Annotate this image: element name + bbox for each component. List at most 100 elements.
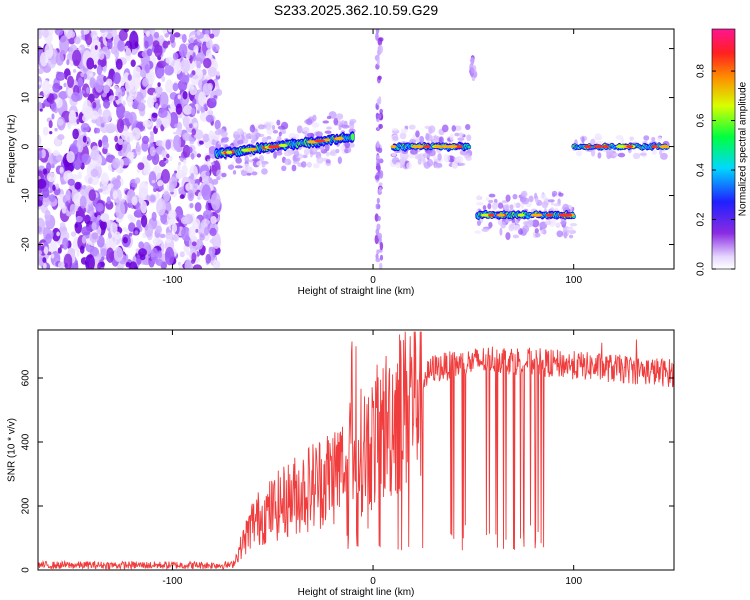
haze-blob: [261, 136, 268, 144]
noise-blob: [192, 264, 203, 269]
noise-blob: [209, 33, 215, 39]
noise-blob: [180, 216, 189, 225]
noise-blob: [140, 99, 146, 104]
snr-series-line: [38, 331, 674, 570]
haze-blob: [474, 230, 481, 234]
noise-blob: [102, 141, 109, 150]
haze-blob: [458, 162, 466, 166]
haze-blob: [409, 138, 417, 144]
noise-blob: [182, 133, 192, 141]
noise-blob: [173, 134, 182, 151]
streak-blob: [376, 98, 380, 106]
noise-blob: [193, 122, 198, 128]
noise-blob: [152, 92, 157, 99]
haze-blob: [338, 125, 342, 131]
haze-blob: [491, 202, 498, 210]
haze-blob: [531, 219, 540, 228]
noise-blob: [57, 261, 65, 269]
noise-blob: [73, 59, 80, 67]
tone-hotspot: [334, 136, 343, 141]
haze-blob: [324, 130, 332, 134]
haze-blob: [258, 155, 265, 163]
noise-blob: [177, 161, 182, 166]
noise-blob: [131, 196, 138, 206]
haze-blob: [408, 124, 416, 130]
haze-blob: [257, 124, 266, 130]
noise-blob: [112, 157, 121, 169]
streak-blob: [375, 32, 379, 41]
noise-blob: [38, 178, 47, 189]
noise-blob: [159, 233, 166, 239]
noise-blob: [134, 177, 141, 184]
noise-blob: [117, 92, 122, 96]
noise-blob: [96, 215, 102, 221]
noise-blob: [168, 155, 173, 162]
noise-blob: [66, 59, 70, 66]
noise-blob: [173, 32, 181, 38]
streak-blob: [375, 29, 380, 34]
haze-blob: [221, 172, 227, 178]
haze-blob: [252, 158, 261, 162]
tone-core-mid: [467, 145, 471, 149]
haze-blob: [324, 143, 330, 152]
noise-blob: [69, 31, 76, 38]
noise-blob: [207, 160, 211, 167]
noise-blob: [198, 140, 205, 145]
noise-blob: [201, 184, 211, 201]
haze-blob: [521, 197, 530, 205]
haze-blob: [305, 118, 313, 126]
haze-blob: [335, 149, 340, 154]
haze-blob: [632, 152, 641, 160]
haze-blob: [294, 157, 301, 162]
haze-blob: [651, 136, 656, 142]
streak-blob: [189, 137, 195, 145]
noise-blob: [163, 157, 167, 161]
snr-xtick-label: 100: [565, 576, 582, 587]
noise-blob: [208, 246, 216, 256]
noise-blob: [42, 80, 51, 95]
noise-blob: [172, 233, 180, 242]
noise-blob: [165, 139, 171, 150]
haze-blob: [437, 153, 442, 161]
haze-blob: [563, 231, 568, 239]
tone-hotspot: [278, 143, 288, 148]
noise-blob: [101, 256, 105, 261]
noise-blob: [146, 96, 155, 109]
streak-blob: [376, 56, 380, 66]
noise-blob: [88, 177, 93, 185]
noise-blob: [148, 171, 157, 186]
noise-blob: [42, 29, 50, 39]
noise-blob: [97, 262, 102, 269]
noise-blob: [149, 146, 156, 157]
noise-blob: [81, 114, 89, 123]
streak-blob: [376, 140, 380, 148]
noise-blob: [198, 91, 207, 106]
tone-hotspot: [517, 213, 525, 217]
noise-blob: [137, 102, 146, 112]
snr-ylabel: SNR (10 * v/v): [7, 418, 18, 482]
noise-blob: [67, 178, 75, 186]
tone-hotspot: [530, 213, 543, 217]
haze-blob: [306, 132, 315, 138]
noise-blob: [181, 164, 188, 177]
streak-blob: [378, 37, 384, 42]
noise-blob: [85, 254, 95, 269]
streak-blob: [190, 172, 195, 180]
haze-blob: [284, 158, 292, 166]
noise-blob: [146, 48, 153, 57]
streak-blob: [191, 51, 197, 62]
streak-blob: [378, 44, 384, 54]
noise-blob: [195, 238, 203, 250]
noise-blob: [91, 34, 98, 45]
noise-blob: [161, 149, 168, 158]
noise-blob: [181, 33, 187, 43]
noise-blob: [74, 223, 79, 228]
noise-blob: [38, 29, 43, 40]
noise-blob: [127, 74, 132, 81]
noise-blob: [117, 138, 124, 146]
noise-blob: [177, 164, 181, 172]
noise-blob: [114, 85, 118, 90]
noise-blob: [88, 189, 96, 202]
haze-blob: [629, 136, 634, 141]
tone-hotspot: [423, 144, 431, 149]
